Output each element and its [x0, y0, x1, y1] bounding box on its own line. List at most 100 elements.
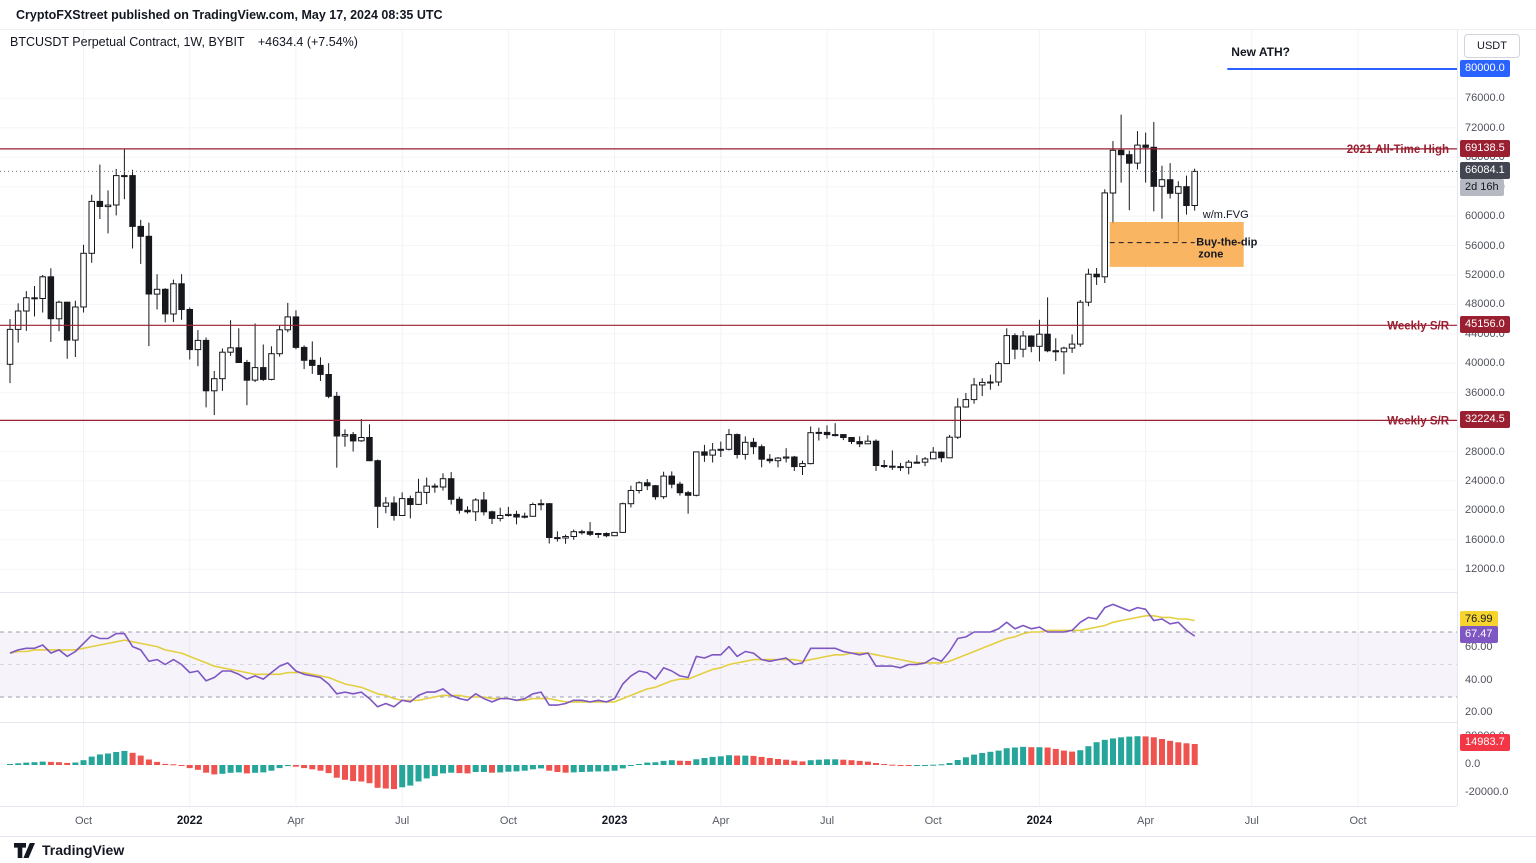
macd-bar	[881, 764, 888, 765]
time-label-month: Oct	[1349, 815, 1367, 827]
macd-bar	[954, 760, 961, 765]
candle-body	[668, 475, 675, 485]
candle-body	[1126, 154, 1133, 164]
candle-body	[684, 492, 692, 496]
candle-body	[693, 451, 700, 496]
candle-body	[946, 436, 953, 459]
macd-bar	[1020, 746, 1027, 765]
candle-body	[1134, 144, 1141, 164]
candle-body	[162, 288, 169, 315]
macd-bar	[1150, 737, 1157, 765]
macd-bar	[382, 765, 389, 789]
macd-bar	[799, 761, 806, 765]
price-axis-tick: 60000.0	[1465, 210, 1505, 223]
macd-bar	[15, 763, 22, 765]
candle-body	[194, 339, 202, 351]
candle-body	[1117, 149, 1125, 156]
macd-bar	[701, 758, 708, 765]
zone-label-line2: zone	[1198, 249, 1223, 261]
macd-bar	[301, 765, 308, 769]
macd-bar	[407, 765, 414, 786]
macd-bar	[1101, 739, 1108, 765]
candle-body	[284, 316, 291, 331]
candle-body	[750, 441, 757, 448]
macd-bar	[1118, 737, 1125, 765]
published-text: CryptoFXStreet published on TradingView.…	[16, 7, 443, 22]
candle-body	[856, 441, 863, 445]
candle-body	[349, 434, 357, 442]
bar-countdown-badge: 2d 16h	[1460, 179, 1504, 197]
candle-body	[921, 458, 929, 463]
rsi-value-badge: 67.47	[1460, 626, 1498, 644]
candle-body	[178, 283, 185, 311]
time-label-month: Apr	[712, 815, 730, 827]
macd-bar	[505, 765, 512, 772]
macd-bar	[734, 755, 741, 765]
macd-bar	[374, 765, 381, 788]
candle-body	[1019, 335, 1027, 350]
time-label-month: Apr	[287, 815, 305, 827]
candle-body	[725, 434, 733, 450]
macd-bar	[750, 755, 757, 765]
candle-body	[1036, 333, 1043, 347]
candle-body	[676, 483, 684, 494]
level-label: Weekly S/R	[1387, 320, 1449, 332]
time-label-month: Apr	[1137, 815, 1155, 827]
candle-body	[170, 283, 177, 315]
candle-body	[325, 374, 332, 397]
macd-bar	[1060, 750, 1067, 765]
candle-body	[104, 204, 112, 208]
price-axis-tick: 16000.0	[1465, 533, 1505, 546]
macd-bar	[1142, 736, 1149, 765]
candle-body	[848, 437, 855, 442]
macd-bar	[775, 759, 781, 765]
tradingview-brand[interactable]: TradingView	[42, 842, 125, 858]
time-label-month: Oct	[499, 815, 517, 827]
rsi-chart[interactable]	[0, 593, 1457, 723]
macd-chart[interactable]	[0, 723, 1457, 807]
candle-body	[1175, 186, 1182, 194]
macd-bar	[562, 765, 569, 773]
candle-body	[439, 478, 447, 488]
candle-body	[627, 490, 635, 505]
macd-bar	[807, 760, 814, 765]
macd-bar	[742, 755, 749, 765]
candle-body	[464, 509, 471, 513]
currency-usdt-button[interactable]: USDT	[1464, 34, 1520, 58]
new-ath-label: New ATH?	[1231, 45, 1290, 59]
macd-bar	[317, 765, 324, 771]
macd-bar	[39, 761, 46, 765]
macd-bar	[758, 756, 765, 765]
candle-body	[709, 449, 716, 456]
macd-bar	[203, 765, 210, 773]
macd-bar	[570, 765, 577, 773]
macd-bar	[1134, 736, 1141, 765]
candle-body	[529, 504, 537, 517]
candle-body	[186, 309, 193, 351]
candle-body	[31, 297, 38, 300]
candle-body	[660, 475, 667, 498]
macd-bar	[415, 765, 422, 782]
price-axis[interactable]: USDT 12000.0 16000.0 20000.0 24000.0 28000.0…	[1457, 30, 1536, 806]
macd-bar	[946, 763, 953, 765]
rsi-indicator-panel[interactable]	[0, 592, 1457, 723]
symbol-title: BTCUSDT Perpetual Contract, 1W, BYBIT	[10, 35, 245, 49]
candle-body	[1150, 146, 1157, 187]
macd-bar	[333, 765, 340, 778]
candle-body	[913, 461, 921, 464]
tradingview-logo-icon[interactable]	[14, 842, 35, 858]
time-axis[interactable]: Oct 2022 Apr Jul Oct 2023 Apr Jul Oct 2024 Apr Jul O…	[0, 806, 1457, 837]
price-axis-tick: 12000.0	[1465, 563, 1505, 576]
candle-body	[954, 406, 961, 438]
candle-body	[251, 367, 259, 381]
macd-bar	[399, 765, 406, 788]
price-chart-panel[interactable]: Buy-the-dip zone 2021 All-Time High Weekly …	[0, 30, 1457, 592]
macd-indicator-panel[interactable]	[0, 722, 1457, 807]
rsi-axis-tick: 20.00	[1465, 706, 1493, 719]
macd-bar	[113, 752, 120, 765]
candle-body	[570, 531, 577, 538]
candle-body	[423, 485, 430, 493]
macd-bar	[96, 754, 103, 765]
